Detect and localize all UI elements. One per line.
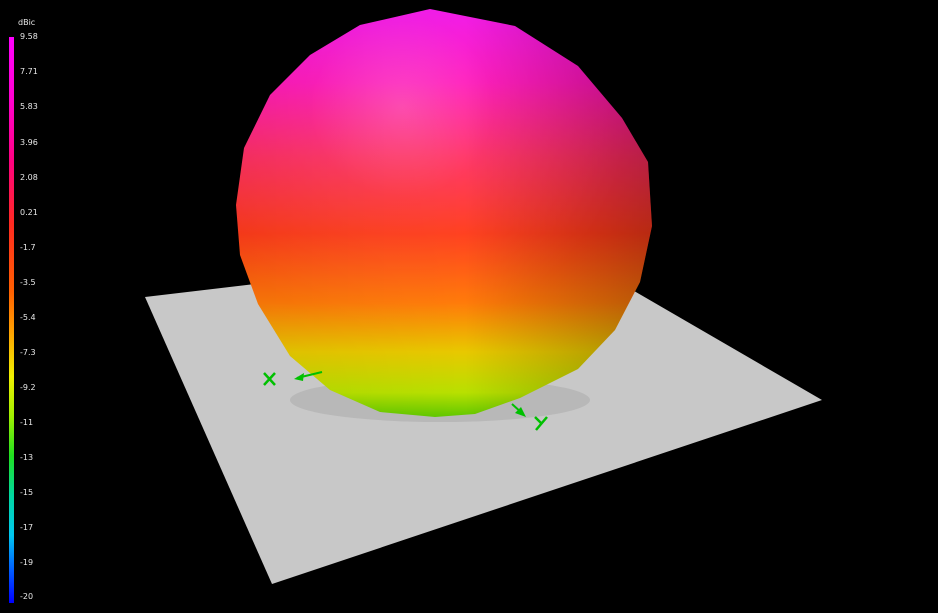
x-axis-indicator: [263, 371, 323, 386]
y-axis-label: [534, 416, 548, 431]
legend-tick: -5.4: [20, 313, 36, 322]
legend-tick: 9.58: [20, 32, 38, 41]
legend-tick: -19: [20, 558, 34, 567]
legend-tick: -9.2: [20, 383, 36, 392]
legend-tick: 5.83: [20, 102, 38, 111]
legend-tick: 7.71: [20, 67, 38, 76]
radiation-pattern-sphere[interactable]: [236, 9, 652, 417]
legend-tick: -17: [20, 523, 34, 532]
x-axis-label: [263, 372, 276, 386]
legend-tick: -7.3: [20, 348, 36, 357]
legend-tick: -1.7: [20, 243, 36, 252]
legend-tick: -15: [20, 488, 34, 497]
legend-tick: -20: [20, 592, 34, 601]
colorbar: [9, 37, 14, 603]
color-scale-legend: dBic 9.58 7.71 5.83 3.96 2.08 0.21 -1.7 …: [0, 0, 60, 613]
legend-tick: -13: [20, 453, 34, 462]
legend-tick: -3.5: [20, 278, 36, 287]
legend-tick: 0.21: [20, 208, 38, 217]
legend-tick: 3.96: [20, 138, 38, 147]
y-axis-indicator: [511, 403, 548, 431]
legend-tick: 2.08: [20, 173, 38, 182]
legend-unit-label: dBic: [18, 18, 36, 27]
legend-tick: -11: [20, 418, 34, 427]
